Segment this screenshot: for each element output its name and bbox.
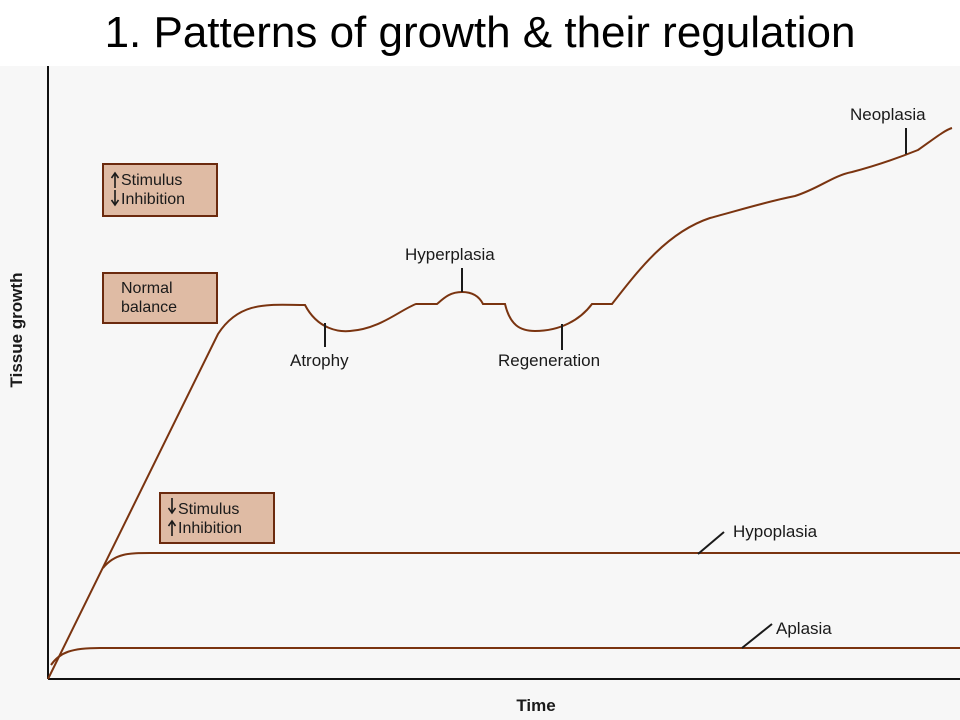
normal-growth-curve — [47, 127, 953, 680]
decreased-stimulus-box: Stimulus Inhibition — [159, 492, 275, 544]
box-normal-text: Normal — [121, 280, 173, 297]
growth-diagram: Tissue growth Time Neoplasia Hyperplasia… — [0, 66, 960, 720]
box-stimulus-text: Stimulus — [121, 172, 182, 189]
x-axis-label: Time — [516, 696, 555, 715]
diagram-canvas: Tissue growth Time Neoplasia Hyperplasia… — [7, 66, 960, 715]
increased-stimulus-box: Stimulus Inhibition — [102, 163, 218, 217]
regeneration-label: Regeneration — [498, 351, 600, 370]
neoplasia-label: Neoplasia — [850, 105, 926, 124]
hypoplasia-label: Hypoplasia — [733, 522, 818, 541]
slide-title: 1. Patterns of growth & their regulation — [104, 8, 856, 57]
box-inhibition-text: Inhibition — [178, 520, 242, 537]
y-axis-label: Tissue growth — [7, 273, 26, 388]
aplasia-curve — [50, 647, 960, 666]
box-inhibition-text: Inhibition — [121, 191, 185, 208]
hypoplasia-leader — [697, 531, 725, 555]
aplasia-leader — [741, 623, 773, 649]
atrophy-label: Atrophy — [290, 351, 349, 370]
down-arrow-icon — [167, 498, 177, 515]
up-arrow-icon — [167, 519, 177, 536]
hypoplasia-curve — [102, 552, 960, 569]
box-stimulus-text: Stimulus — [178, 501, 239, 518]
up-arrow-icon — [110, 171, 120, 188]
hyperplasia-label: Hyperplasia — [405, 245, 495, 264]
down-arrow-icon — [110, 190, 120, 207]
normal-balance-box: Normal balance — [102, 272, 218, 324]
box-balance-text: balance — [121, 299, 177, 316]
aplasia-label: Aplasia — [776, 619, 832, 638]
